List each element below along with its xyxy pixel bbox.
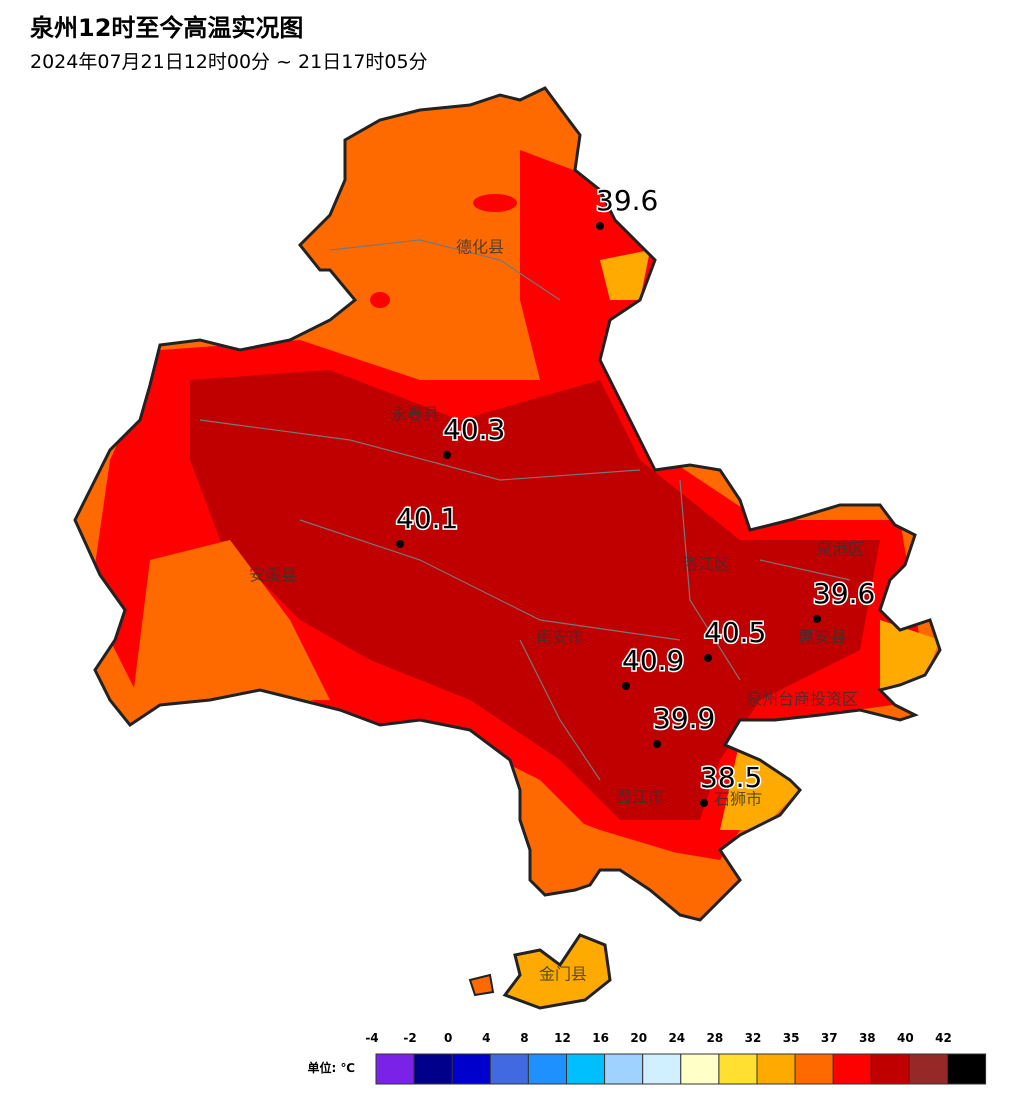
place-label: 金门县	[539, 965, 587, 984]
station-value: 38.5	[700, 761, 762, 794]
place-label: 泉州台商投资区	[746, 690, 858, 709]
place-label: 洛江区	[682, 555, 730, 574]
place-label: 惠安县	[798, 628, 846, 647]
legend-swatch	[642, 1053, 682, 1085]
place-label: 永春县	[391, 405, 439, 424]
legend-swatch	[604, 1053, 644, 1085]
place-label: 安溪县	[249, 566, 297, 585]
legend-tick: 28	[707, 1031, 724, 1045]
station-dot	[596, 222, 604, 230]
legend-tick: 42	[935, 1031, 952, 1045]
station-dot	[396, 540, 404, 548]
legend-tick: 0	[444, 1031, 452, 1045]
legend-swatch	[832, 1053, 872, 1085]
legend-swatch	[908, 1053, 949, 1085]
station-value: 39.6	[813, 577, 875, 610]
legend-swatch	[718, 1053, 758, 1085]
legend-swatch	[489, 1053, 529, 1085]
legend-swatch	[527, 1053, 568, 1085]
unit-label: 单位: ℃	[307, 1060, 355, 1075]
legend-swatch	[375, 1053, 415, 1085]
islet	[468, 973, 495, 997]
place-label: 南安市	[536, 628, 584, 647]
legend-tick: 20	[630, 1031, 647, 1045]
legend-tick: -2	[403, 1031, 416, 1045]
legend-swatch	[566, 1053, 606, 1085]
legend-swatch	[413, 1053, 453, 1085]
title: 泉州12时至今高温实况图	[30, 14, 303, 42]
legend-tick: -4	[365, 1031, 378, 1045]
legend-tick: 24	[668, 1031, 685, 1045]
legend-tick: 32	[745, 1031, 762, 1045]
station-value: 39.6	[596, 184, 658, 217]
station-value: 40.9	[622, 644, 684, 677]
legend-tick: 40	[897, 1031, 914, 1045]
place-label: 晋江市	[616, 788, 664, 807]
station-dot	[700, 799, 708, 807]
station-dot	[622, 682, 630, 690]
legend-swatch	[794, 1053, 834, 1085]
place-label: 泉港区	[816, 540, 864, 559]
station-dot	[443, 451, 451, 459]
legend-swatch	[870, 1053, 910, 1085]
legend-tick: 37	[821, 1031, 838, 1045]
subtitle: 2024年07月21日12时00分 ~ 21日17时05分	[30, 51, 428, 73]
place-label: 德化县	[456, 238, 504, 257]
legend-tick: 4	[482, 1031, 490, 1045]
station-value: 39.9	[653, 702, 715, 735]
legend-tick: 16	[592, 1031, 609, 1045]
station-dot	[653, 740, 661, 748]
legend-tick: 8	[520, 1031, 528, 1045]
station-value: 40.3	[443, 413, 505, 446]
legend-tick: 35	[783, 1031, 800, 1045]
legend-swatch	[451, 1053, 491, 1085]
station-value: 40.1	[396, 502, 458, 535]
legend-tick: 12	[554, 1031, 571, 1045]
place-label: 石狮市	[714, 790, 762, 809]
district-borders	[199, 239, 851, 781]
station-dot	[813, 615, 821, 623]
kinmen-island	[502, 933, 612, 1010]
legend-tick: 38	[859, 1031, 876, 1045]
legend-swatch	[947, 1053, 987, 1085]
legend-swatch	[756, 1053, 796, 1085]
legend-swatch	[680, 1053, 720, 1085]
station-value: 40.5	[704, 616, 766, 649]
station-dot	[704, 654, 712, 662]
